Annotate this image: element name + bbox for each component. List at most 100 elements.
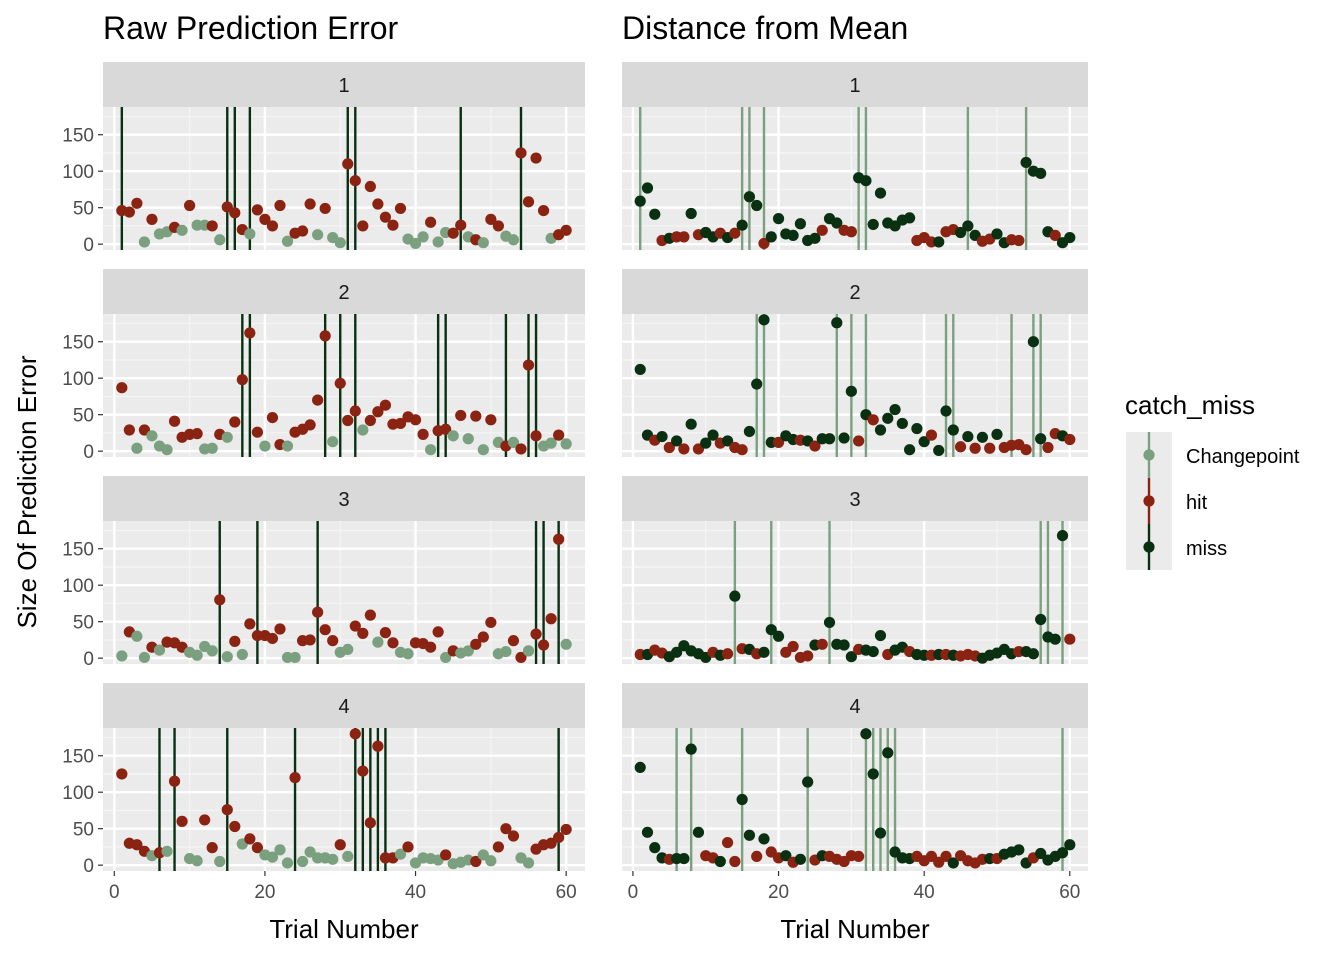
point-hit xyxy=(357,220,369,232)
point-hit xyxy=(319,330,331,342)
point-miss xyxy=(838,639,850,651)
point-hit xyxy=(259,213,271,225)
point-miss xyxy=(758,646,770,658)
point-hit xyxy=(1020,444,1032,456)
point-hit xyxy=(1013,234,1025,247)
point-miss xyxy=(918,436,930,448)
point-hit xyxy=(168,775,181,787)
legend-label-hit: hit xyxy=(1186,492,1208,514)
point-hit xyxy=(663,441,675,454)
y-tick-label: 50 xyxy=(73,613,94,634)
point-miss xyxy=(1049,633,1061,645)
point-changepoint xyxy=(131,442,143,454)
plot-background xyxy=(622,314,1088,457)
point-changepoint xyxy=(206,442,218,454)
point-miss xyxy=(933,444,945,457)
point-changepoint xyxy=(462,433,474,445)
point-miss xyxy=(838,432,850,444)
point-changepoint xyxy=(425,444,437,456)
point-hit xyxy=(251,426,263,438)
point-hit xyxy=(515,651,527,664)
point-miss xyxy=(649,842,661,854)
point-hit xyxy=(1042,441,1054,454)
point-miss xyxy=(678,852,690,865)
legend-keys xyxy=(1126,432,1172,570)
legend-label-changepoint: Changepoint xyxy=(1186,446,1300,468)
point-miss xyxy=(1056,847,1069,859)
point-hit xyxy=(507,635,520,647)
point-hit xyxy=(349,728,361,740)
point-hit xyxy=(507,830,520,842)
point-hit xyxy=(304,634,316,646)
point-hit xyxy=(334,839,346,851)
point-hit xyxy=(236,374,248,386)
point-hit xyxy=(925,429,938,441)
point-changepoint xyxy=(214,234,226,246)
plot-background xyxy=(622,521,1088,664)
point-miss xyxy=(962,430,974,443)
point-miss xyxy=(1020,156,1032,169)
point-miss xyxy=(671,646,683,658)
point-changepoint xyxy=(440,651,452,664)
point-changepoint xyxy=(131,630,143,642)
legend-key-miss xyxy=(1126,524,1172,570)
point-hit xyxy=(440,849,452,861)
point-hit xyxy=(221,201,233,213)
legend-key-point xyxy=(1143,449,1155,461)
point-miss xyxy=(787,229,799,242)
point-hit xyxy=(969,442,981,454)
facet-strip xyxy=(622,476,1088,521)
point-miss xyxy=(874,424,887,436)
point-miss xyxy=(874,827,887,839)
facet-strip-label: 3 xyxy=(338,489,349,511)
point-hit xyxy=(545,613,557,625)
point-miss xyxy=(743,425,756,438)
point-hit xyxy=(191,428,203,440)
point-changepoint xyxy=(289,651,301,664)
point-hit xyxy=(545,837,557,849)
facet-strip xyxy=(622,269,1088,314)
point-miss xyxy=(729,590,741,602)
point-hit xyxy=(867,414,879,426)
point-hit xyxy=(417,428,429,440)
point-miss xyxy=(1035,613,1047,626)
point-hit xyxy=(394,417,407,430)
point-hit xyxy=(809,440,821,452)
point-hit xyxy=(357,765,369,777)
point-changepoint xyxy=(507,436,520,449)
point-hit xyxy=(146,213,158,225)
point-miss xyxy=(823,433,836,445)
point-hit xyxy=(357,627,369,639)
point-miss xyxy=(904,444,916,456)
point-hit xyxy=(349,620,361,632)
y-tick-label: 150 xyxy=(62,540,94,561)
point-changepoint xyxy=(312,229,324,241)
point-miss xyxy=(954,226,967,239)
point-hit xyxy=(1064,633,1076,645)
legend-label-miss: miss xyxy=(1186,538,1227,560)
point-changepoint xyxy=(281,857,294,869)
facet-strip-label: 2 xyxy=(338,282,349,304)
x-tick-label: 40 xyxy=(914,882,935,903)
point-miss xyxy=(692,826,705,838)
point-hit xyxy=(402,841,414,853)
y-tick-label: 150 xyxy=(62,126,94,147)
point-hit xyxy=(289,772,301,784)
point-hit xyxy=(251,842,263,854)
point-hit xyxy=(537,639,550,651)
point-hit xyxy=(349,405,361,417)
facet-distance-1: 1 xyxy=(622,62,1088,250)
point-hit xyxy=(492,220,504,232)
point-hit xyxy=(845,226,857,238)
y-tick-label: 50 xyxy=(73,406,94,427)
point-hit xyxy=(802,650,814,662)
point-hit xyxy=(485,616,497,629)
point-miss xyxy=(641,826,654,838)
point-changepoint xyxy=(281,235,294,247)
point-miss xyxy=(656,430,668,443)
point-hit xyxy=(116,382,128,394)
point-hit xyxy=(304,198,316,210)
point-miss xyxy=(772,213,785,225)
point-miss xyxy=(896,417,908,430)
facet-strip xyxy=(103,269,585,314)
